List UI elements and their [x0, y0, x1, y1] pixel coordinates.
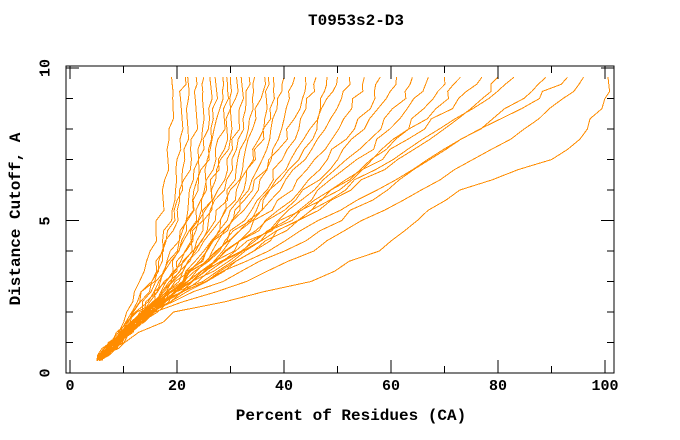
model-curve	[96, 77, 251, 362]
model-curve	[98, 77, 611, 362]
x-tick-label: 20	[167, 378, 187, 395]
x-tick-label: 100	[591, 378, 619, 395]
x-axis-title: Percent of Residues (CA)	[235, 407, 467, 425]
model-curve	[99, 77, 351, 362]
chart-title: T0953s2-D3	[307, 12, 405, 30]
model-curve	[98, 77, 199, 361]
y-tick-label: 0	[37, 368, 55, 378]
model-curve	[101, 76, 547, 361]
model-curve	[99, 76, 515, 362]
model-curve	[99, 77, 233, 362]
model-curve	[96, 77, 230, 362]
model-curve	[96, 77, 338, 362]
x-tick-label: 0	[65, 378, 75, 395]
plot-border	[65, 65, 615, 374]
model-curve	[99, 76, 499, 362]
model-curve	[99, 77, 256, 362]
model-curve	[96, 77, 190, 361]
x-tick-label: 60	[381, 378, 401, 395]
model-curve	[99, 77, 213, 362]
y-tick-label: 10	[37, 58, 55, 78]
model-curve	[96, 77, 174, 361]
model-curve	[96, 77, 275, 361]
model-curve	[96, 77, 205, 362]
model-curve	[96, 76, 483, 362]
x-tick-label: 80	[488, 378, 508, 395]
model-curve	[99, 77, 285, 362]
x-tick-label: 40	[274, 378, 294, 395]
model-curve	[98, 76, 585, 362]
model-curve	[99, 76, 568, 362]
y-tick-label: 5	[37, 215, 55, 226]
model-curve	[98, 77, 187, 362]
model-curve	[96, 77, 267, 361]
